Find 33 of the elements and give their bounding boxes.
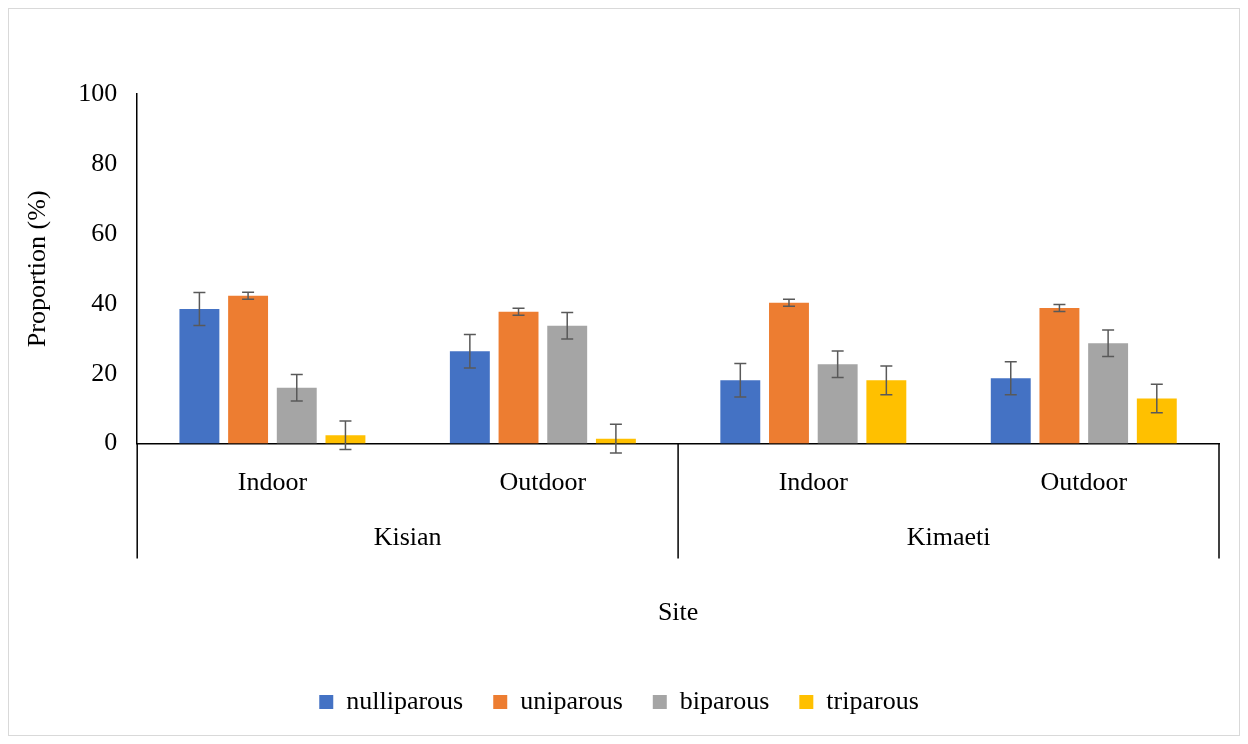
text: Kisian	[373, 522, 442, 552]
bar	[276, 387, 317, 444]
bar	[769, 302, 809, 444]
x-axis-title: Site	[657, 597, 699, 627]
legend-label: biparous	[679, 685, 770, 715]
y-tick-label: 40	[91, 287, 118, 317]
x-tick-label: Outdoor	[499, 467, 587, 497]
y-tick-label: 60	[91, 217, 118, 247]
bar	[990, 378, 1031, 444]
y-tick-label: 80	[91, 147, 118, 177]
legend-label: triparous	[826, 685, 919, 715]
y-tick-label: 20	[91, 357, 118, 387]
bar	[1136, 398, 1177, 444]
bar	[228, 295, 269, 444]
legend-label: nulliparous	[346, 685, 464, 715]
x-tick-label: Outdoor	[1040, 467, 1128, 497]
x-tick-label: Indoor	[778, 467, 849, 497]
bar	[179, 309, 220, 444]
bar	[498, 311, 539, 444]
bar	[547, 325, 588, 444]
text: Kimaeti	[906, 522, 991, 552]
bar	[1088, 343, 1129, 444]
bar	[1039, 307, 1080, 444]
legend-label: uniparous	[520, 685, 623, 715]
bar	[866, 380, 907, 444]
bar	[817, 364, 858, 444]
x-tick-label: Indoor	[237, 467, 308, 497]
y-tick-label: 100	[78, 77, 118, 107]
bar	[720, 380, 761, 444]
bar	[325, 435, 366, 444]
y-tick-label: 0	[104, 427, 118, 457]
y-axis-title: Proportion (%)	[22, 190, 52, 348]
bar	[449, 351, 490, 444]
